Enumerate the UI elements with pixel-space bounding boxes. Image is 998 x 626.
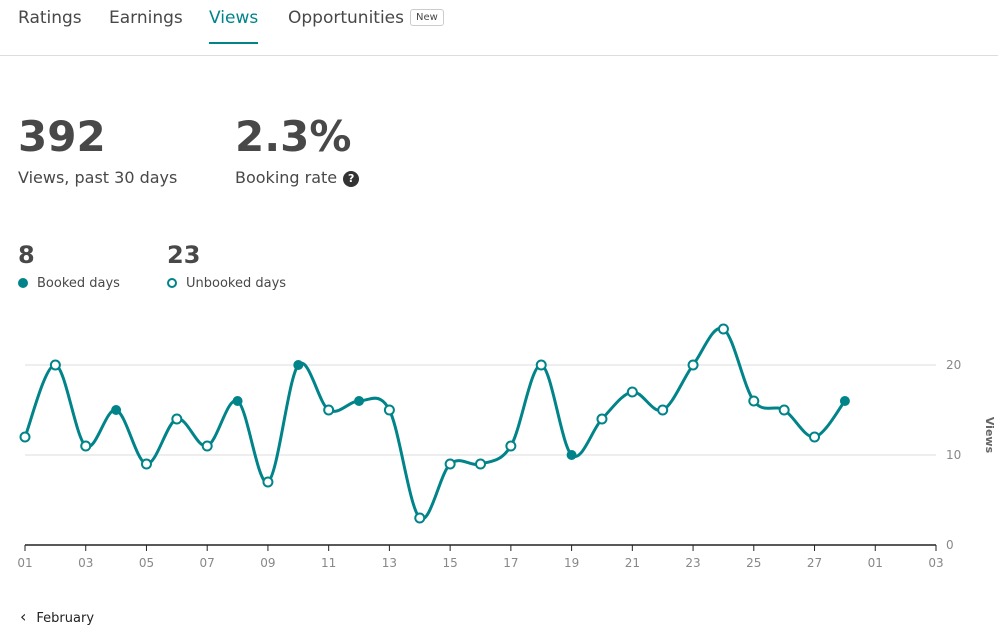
unbooked-point [323, 404, 335, 416]
stat-value: 2.3% [235, 112, 352, 161]
x-tick-label: 11 [321, 556, 336, 570]
legend-label: Booked days [18, 276, 120, 291]
booked-point [293, 360, 304, 370]
badge: New [410, 9, 444, 26]
unbooked-point [778, 404, 790, 416]
legend-item: 8 Booked days [18, 240, 120, 291]
tab-bar: Ratings Earnings Views Opportunities New [0, 0, 998, 56]
unbooked-point [657, 404, 669, 416]
stat-label-text: Booking rate [235, 168, 338, 187]
unbooked-point [596, 413, 608, 425]
stat-value: 392 [18, 112, 106, 161]
legend-item: 23 Unbooked days [167, 240, 286, 291]
unbooked-point [140, 458, 152, 470]
y-axis-label: Views [983, 417, 996, 454]
month-nav[interactable]: ‹ February [20, 607, 94, 626]
unbooked-point [19, 431, 31, 443]
unbooked-point [475, 458, 486, 470]
unbooked-point [80, 440, 92, 452]
x-tick-label: 13 [382, 556, 397, 570]
month-label[interactable]: February [36, 611, 95, 626]
tab[interactable]: Views [209, 8, 259, 44]
stat: 2.3% Booking rate? [235, 112, 360, 187]
unbooked-point [809, 431, 821, 443]
unbooked-point [626, 386, 638, 398]
help-icon[interactable]: ? [343, 171, 360, 187]
chevron[interactable]: ‹ [20, 607, 27, 626]
stat: 392 Views, past 30 days [18, 112, 177, 187]
x-tick-label: 25 [746, 556, 761, 570]
x-tick-label: 23 [685, 556, 700, 570]
booked-point [566, 450, 577, 460]
legend-text: Booked days [37, 276, 120, 291]
x-tick-label: 05 [139, 556, 154, 570]
x-tick-label: 09 [260, 556, 275, 570]
stat-label: Views, past 30 days [18, 168, 178, 187]
tab[interactable]: Earnings [109, 8, 183, 28]
unbooked-point [262, 476, 274, 488]
x-tick-label: 17 [503, 556, 518, 570]
booked-point [232, 396, 243, 406]
unbooked-point [444, 458, 456, 470]
unbooked-point [201, 440, 213, 452]
legend-label: Unbooked days [167, 276, 286, 291]
x-tick-label: 27 [807, 556, 822, 570]
unbooked-point [505, 440, 517, 452]
x-tick-label: 03 [78, 556, 93, 570]
unbooked-point [535, 359, 547, 371]
x-tick-label: 07 [200, 556, 215, 570]
legend-value: 8 [18, 241, 35, 269]
tab[interactable]: Opportunities New [288, 8, 444, 42]
legend-dot [18, 278, 28, 288]
tab[interactable]: Ratings [18, 8, 82, 28]
x-tick-label: 15 [442, 556, 457, 570]
y-tick-label: 20 [946, 358, 961, 372]
unbooked-point [748, 395, 760, 407]
x-tick-label: 01 [17, 556, 32, 570]
chart: 0 10 20 Views 01 03 05 07 09 11 13 15 17 19 21 23 25 27 01… [17, 323, 996, 570]
tab-label[interactable]: Opportunities [288, 8, 404, 28]
stat-label: Booking rate? [235, 168, 360, 187]
booked-point [354, 396, 365, 406]
legend-text: Unbooked days [186, 276, 287, 291]
unbooked-point [414, 512, 426, 524]
unbooked-point [49, 359, 61, 371]
legend-value: 23 [167, 241, 201, 269]
y-tick-label: 0 [946, 538, 954, 552]
x-tick-label: 01 [868, 556, 883, 570]
unbooked-point [383, 404, 395, 416]
unbooked-point [717, 323, 729, 335]
booked-point [111, 405, 122, 415]
x-tick-label: 21 [625, 556, 640, 570]
legend-dot [167, 278, 177, 288]
line [23, 326, 847, 521]
unbooked-point [171, 413, 183, 425]
y-tick-label: 10 [946, 448, 961, 462]
booked-point [839, 396, 850, 406]
x-tick-label: 03 [928, 556, 943, 570]
x-tick-label: 19 [564, 556, 579, 570]
unbooked-point [687, 359, 699, 371]
